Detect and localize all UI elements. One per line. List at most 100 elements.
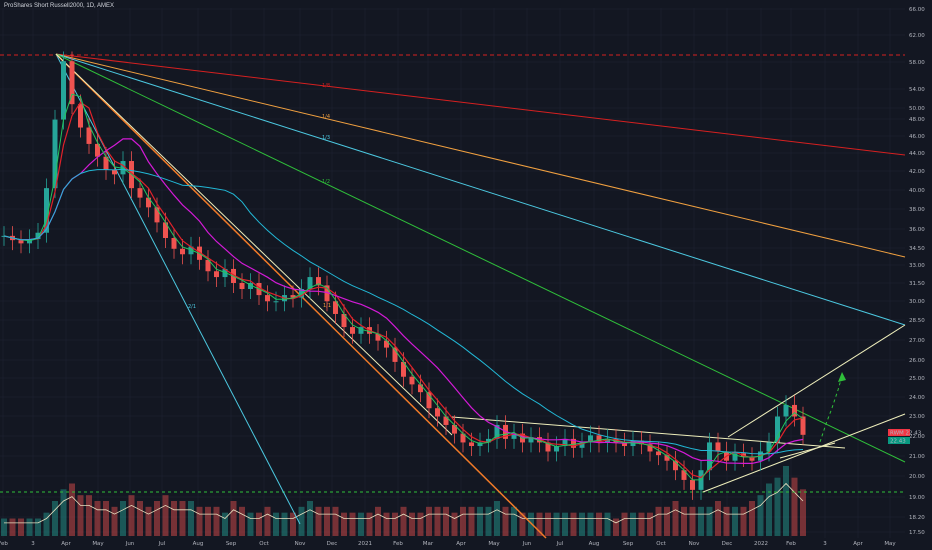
volume-bar xyxy=(120,501,126,536)
volume-bar xyxy=(273,512,279,536)
price-axis[interactable]: 66.00 62.00 58.00 54.00 50.00 48.00 46.00 44.00… xyxy=(909,7,925,536)
volume-bar xyxy=(681,506,687,536)
volume-bar xyxy=(732,506,738,536)
volume-ma-line xyxy=(4,482,804,524)
volume-bar xyxy=(213,506,220,536)
candle-body xyxy=(647,444,653,452)
volume-bar xyxy=(35,518,41,536)
time-tick-label: May xyxy=(92,541,104,547)
candle-body xyxy=(800,416,806,435)
volume-bar xyxy=(800,489,806,536)
candle-body xyxy=(528,437,534,443)
price-tick-label: 20.00 xyxy=(909,474,925,480)
volume-bar xyxy=(111,506,118,536)
volume-bar xyxy=(545,512,551,536)
time-axis[interactable]: Feb 3 Apr May Jun Jul Aug Sep Oct Nov Dec 2021 Feb Ma… xyxy=(0,541,896,547)
time-tick-label: Jun xyxy=(522,541,532,547)
volume-bars xyxy=(1,466,806,536)
time-tick-label: Jul xyxy=(158,541,166,547)
candle-body xyxy=(350,327,355,334)
candle-body xyxy=(316,277,321,286)
candle-body xyxy=(95,143,100,157)
price-tick-label: 23.00 xyxy=(909,414,925,420)
fan-line-white-steep xyxy=(55,53,453,436)
volume-bar xyxy=(723,506,730,536)
fan-line-cyan xyxy=(55,53,906,326)
volume-bar xyxy=(689,506,696,536)
fan-line-steep-teal xyxy=(55,53,301,525)
volume-bar xyxy=(196,506,203,536)
candle-body xyxy=(460,433,466,443)
time-tick-label: 3 xyxy=(823,541,827,547)
fan-ratio-label: 1/2 xyxy=(322,179,330,185)
volume-bar xyxy=(511,506,517,536)
time-tick-label: Dec xyxy=(327,541,338,547)
volume-bar xyxy=(26,518,33,536)
fan-ratio-label: 1/3 xyxy=(322,135,330,141)
trendline-wedge-upper xyxy=(727,324,906,438)
volume-bar xyxy=(392,512,398,536)
candle-body xyxy=(61,61,66,120)
volume-bar xyxy=(791,477,798,536)
price-tick-label: 62.00 xyxy=(909,33,925,39)
price-tick-label: 18.20 xyxy=(909,515,925,521)
volume-bar xyxy=(366,512,373,536)
candle-body xyxy=(163,222,168,238)
candle-body xyxy=(443,416,449,425)
volume-bar xyxy=(579,512,585,536)
price-tick-label: 44.00 xyxy=(909,151,925,157)
candle-body xyxy=(426,392,432,409)
volume-bar xyxy=(9,518,16,536)
price-tick-label: 26.00 xyxy=(909,358,925,364)
candle-body xyxy=(146,197,151,208)
candle-body xyxy=(494,424,500,439)
ma-line-short xyxy=(3,101,804,479)
volume-bar xyxy=(672,501,679,536)
volume-bar xyxy=(519,512,526,536)
time-tick-label: 2021 xyxy=(358,541,372,547)
chart-title: ProShares Short Russell2000, 1D, AMEX xyxy=(4,3,115,9)
volume-bar xyxy=(451,512,458,536)
time-tick-label: Dec xyxy=(722,541,733,547)
price-tick-label: 30.00 xyxy=(909,299,925,305)
volume-bar xyxy=(426,506,432,536)
candle-body xyxy=(418,384,423,393)
volume-bar xyxy=(664,506,670,536)
price-tick-label: 25.00 xyxy=(909,376,925,382)
candle-body xyxy=(112,169,117,175)
volume-bar xyxy=(604,512,611,536)
volume-bar xyxy=(154,501,160,536)
candle-body xyxy=(248,282,253,289)
volume-bar xyxy=(400,506,407,536)
price-tick-label: 48.00 xyxy=(909,117,925,123)
time-tick-label: Apr xyxy=(61,541,71,547)
volume-bar xyxy=(562,512,568,536)
time-tick-label: May xyxy=(488,541,500,547)
volume-bar xyxy=(502,506,509,536)
candle-body xyxy=(154,207,160,223)
volume-bar xyxy=(188,501,194,536)
volume-bar xyxy=(477,506,483,536)
price-tag-label: 22.43 xyxy=(890,438,906,444)
price-tag-box xyxy=(888,429,910,436)
price-tick-label: 46.00 xyxy=(909,134,925,140)
volume-bar xyxy=(349,512,356,536)
volume-bar xyxy=(417,512,424,536)
volume-bar xyxy=(553,512,560,536)
candle-body xyxy=(664,455,670,461)
candle-body xyxy=(18,240,24,244)
time-tick-label: Apr xyxy=(456,541,466,547)
time-tick-label: Feb xyxy=(0,541,8,547)
volume-bar xyxy=(698,506,704,536)
candle-body xyxy=(511,433,517,439)
candle-body xyxy=(299,288,304,298)
candle-body xyxy=(239,282,245,289)
price-tick-label: 50.00 xyxy=(909,106,925,112)
volume-bar xyxy=(570,512,577,536)
candle-body xyxy=(265,295,270,302)
candle-body xyxy=(605,438,610,443)
volume-bar xyxy=(621,512,628,536)
candle-body xyxy=(545,442,551,452)
